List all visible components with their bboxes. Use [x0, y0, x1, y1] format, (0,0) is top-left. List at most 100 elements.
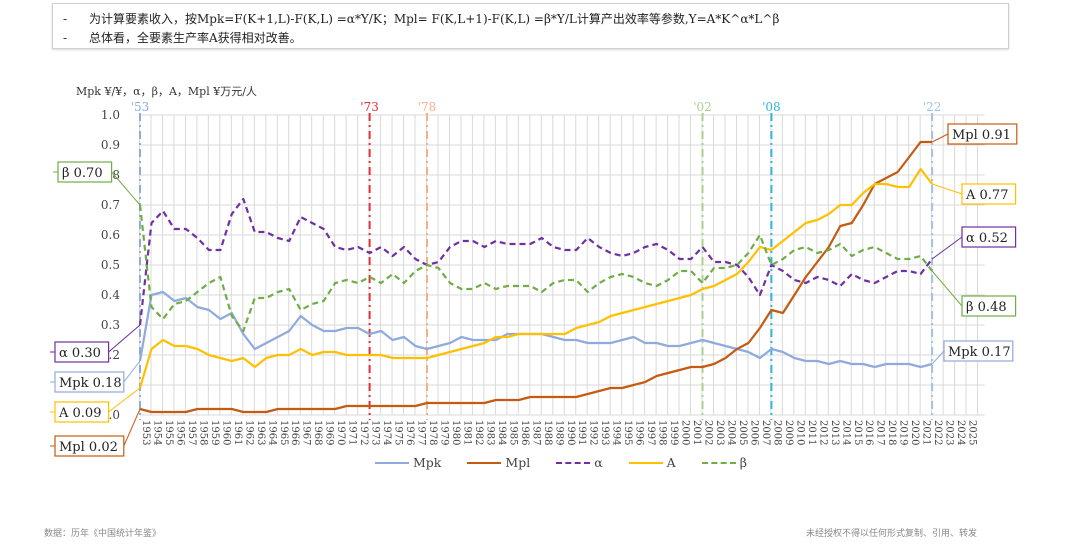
callout-box [54, 435, 125, 457]
x-tick-label: 2007 [760, 420, 771, 445]
x-tick-label: 1988 [542, 420, 553, 445]
x-tick-label: 1953 [140, 420, 151, 445]
x-tick-label: 2018 [886, 420, 897, 445]
x-tick-label: 1970 [335, 420, 346, 445]
x-tick-label: 2019 [898, 420, 909, 445]
vertical-marker-label: '73 [360, 100, 379, 114]
x-tick-label: 1980 [450, 420, 461, 445]
series-line-mpl [139, 140, 933, 414]
x-tick-label: 1982 [473, 420, 484, 445]
x-tick-label: 1968 [312, 420, 323, 445]
x-tick-label: 2012 [817, 420, 828, 445]
x-tick-label: 1990 [565, 420, 576, 445]
x-tick-label: 1998 [657, 420, 668, 445]
callout-box [943, 340, 1014, 362]
x-tick-label: 1976 [404, 420, 415, 445]
x-tick-label: 2016 [863, 420, 874, 445]
x-tick-label: 1967 [301, 420, 312, 445]
copyright-note: 未经授权不得以任何形式复制、引用、转发 [806, 529, 978, 539]
x-tick-label: 1986 [519, 420, 530, 445]
y-tick-label: 0.5 [101, 258, 120, 272]
y-tick-label: 0.3 [101, 318, 120, 332]
x-tick-label: 1954 [151, 420, 162, 445]
x-tick-label: 1979 [438, 420, 449, 445]
legend-item-mpk: Mpk [375, 455, 441, 470]
note-bullet: - [63, 12, 68, 26]
legend-label: Mpk [413, 455, 442, 470]
vertical-marker-label: '02 [693, 100, 712, 114]
x-tick-label: 2020 [909, 420, 920, 445]
y-tick-label: 1.0 [101, 108, 120, 122]
note-bullet: - [63, 31, 68, 45]
x-tick-label: 1989 [553, 420, 564, 445]
legend-item-beta: β [701, 455, 747, 470]
callout-box [57, 161, 113, 183]
x-tick-label: 2013 [829, 420, 840, 445]
callout-box [947, 123, 1018, 145]
x-tick-label: 1955 [163, 420, 174, 445]
callout-label: β 0.70 [62, 166, 103, 181]
x-tick-label: 1957 [186, 420, 197, 445]
x-tick-label: 1964 [266, 420, 277, 445]
x-tick-label: 2009 [783, 420, 794, 445]
note-text: 为计算要素收入，按Mpk=F(K+1,L)-F(K,L) =α*Y/K；Mpl=… [89, 12, 780, 26]
callout-label: α 0.30 [59, 346, 101, 361]
x-tick-label: 1983 [484, 420, 495, 445]
source-note: 数据：历年《中国统计年鉴》 [44, 529, 162, 539]
x-tick-label: 2003 [714, 420, 725, 445]
x-tick-label: 1987 [530, 420, 541, 445]
callout-label: A 0.09 [58, 406, 101, 421]
legend-label: Mpl [505, 455, 531, 470]
x-tick-label: 1991 [576, 420, 587, 445]
legend-swatch [467, 461, 502, 464]
callout-label: β 0.48 [966, 300, 1007, 315]
x-tick-label: 2002 [703, 420, 714, 445]
x-tick-label: 2011 [806, 420, 817, 445]
x-tick-label: 1995 [622, 420, 633, 445]
x-tick-label: 2001 [691, 420, 702, 445]
x-tick-label: 2010 [794, 420, 805, 445]
callout-box [961, 295, 1017, 317]
x-tick-label: 1975 [393, 420, 404, 445]
legend-swatch [375, 461, 409, 464]
callout-label: A 0.77 [965, 188, 1008, 203]
x-tick-label: 1959 [209, 420, 220, 445]
legend-label: α [594, 455, 603, 470]
x-tick-label: 1961 [232, 420, 243, 445]
legend-swatch [701, 461, 736, 464]
vertical-marker-label: '08 [762, 100, 781, 114]
x-tick-label: 1993 [599, 420, 610, 445]
x-tick-label: 2023 [944, 420, 955, 445]
x-tick-label: 1971 [347, 420, 358, 445]
x-tick-label: 2014 [840, 420, 851, 445]
notes-box: - 为计算要素收入，按Mpk=F(K+1,L)-F(K,L) =α*Y/K；Mpl… [52, 3, 1009, 49]
x-tick-label: 1985 [507, 420, 518, 445]
x-tick-label: 1973 [370, 420, 381, 445]
legend-label: β [739, 455, 747, 470]
x-tick-label: 2015 [852, 420, 863, 445]
x-tick-label: 1974 [381, 420, 392, 445]
callout-label: Mpl 0.02 [59, 440, 118, 455]
y-axis-title: Mpk ¥/¥，α，β，A，Mpl ¥万元/人 [76, 85, 257, 98]
callout-label: α 0.52 [966, 231, 1008, 246]
x-tick-label: 2008 [771, 420, 782, 445]
legend-item-a: A [628, 455, 676, 470]
x-tick-label: 1963 [255, 420, 266, 445]
value-callouts: β 0.70 α 0.30 Mpk 0.18 A 0.09 Mpl 0.02 Mpl 0.… [50, 123, 1018, 457]
x-tick-label: 1972 [358, 420, 369, 445]
x-tick-label: 1984 [496, 420, 507, 445]
callout-box [961, 183, 1017, 205]
x-tick-label: 1994 [611, 420, 622, 445]
x-tick-label: 1956 [174, 420, 185, 445]
y-tick-label: 0.9 [101, 138, 120, 152]
x-tick-label: 2017 [875, 420, 886, 445]
x-tick-label: 1962 [243, 420, 254, 445]
x-tick-label: 1958 [197, 420, 208, 445]
series-line-beta [138, 204, 933, 333]
x-tick-label: 2000 [680, 420, 691, 445]
x-tick-label: 2024 [955, 420, 966, 445]
x-tick-label: 1997 [645, 420, 656, 445]
callout-label: Mpl 0.91 [952, 128, 1011, 143]
x-tick-label: 2021 [921, 420, 932, 445]
x-tick-label: 2005 [737, 420, 748, 445]
